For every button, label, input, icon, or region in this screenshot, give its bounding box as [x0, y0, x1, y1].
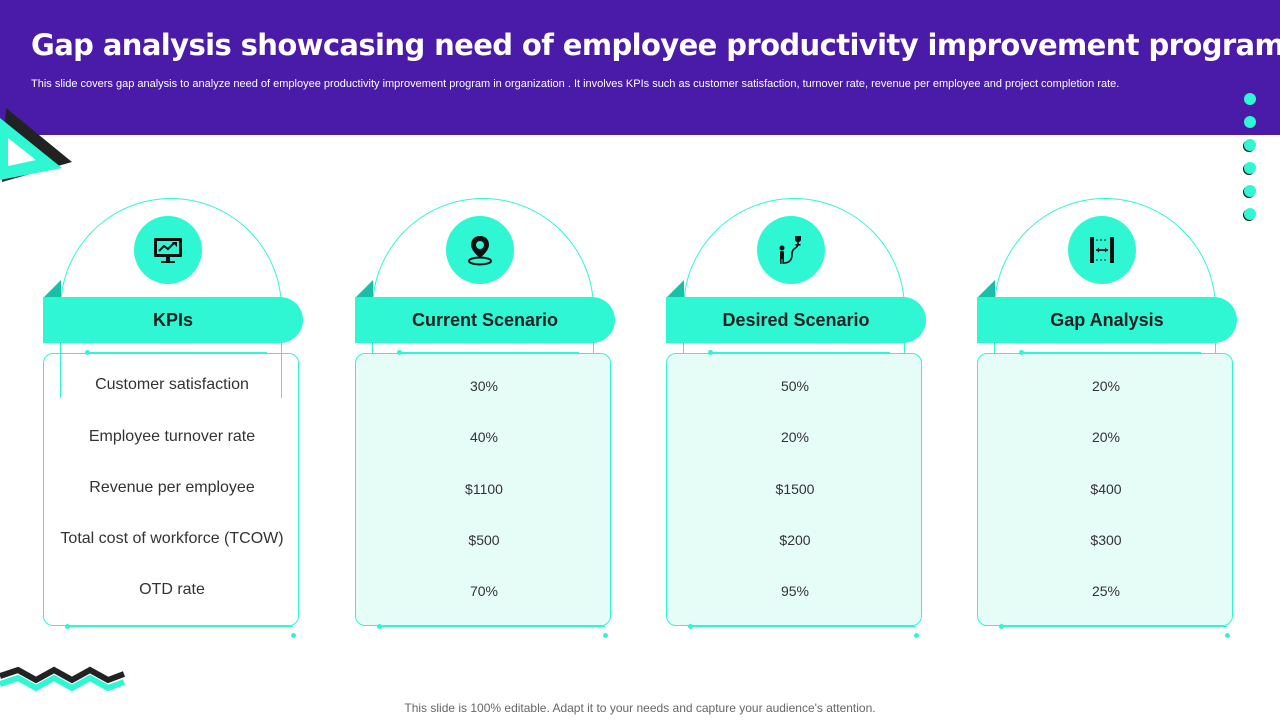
- card-accent-line: [1021, 352, 1201, 353]
- column-heading: Desired Scenario: [666, 297, 926, 343]
- accent-dot: [708, 350, 713, 355]
- column-heading: Gap Analysis: [977, 297, 1237, 343]
- value-cell: 30%: [469, 378, 499, 394]
- current-scenario-card: 30% 40% $1100 $500 70%: [355, 353, 611, 626]
- kpi-label: Customer satisfaction: [95, 376, 249, 393]
- decorative-triangle: [0, 108, 72, 182]
- column-heading: Current Scenario: [355, 297, 615, 343]
- accent-dot: [291, 633, 296, 638]
- banner-fold: [977, 280, 995, 298]
- card-accent-line: [379, 626, 605, 627]
- page-title: Gap analysis showcasing need of employee…: [31, 28, 1280, 62]
- decorative-zigzag: [0, 666, 126, 692]
- card-accent-line: [87, 352, 267, 353]
- icon-badge: [757, 216, 825, 284]
- card-accent-line: [67, 626, 293, 627]
- banner-fold: [355, 280, 373, 298]
- value-cell: 70%: [469, 583, 499, 599]
- banner-fold: [666, 280, 684, 298]
- value-cell: 20%: [1091, 429, 1121, 445]
- kpi-label: Employee turnover rate: [88, 428, 256, 445]
- page-subtitle: This slide covers gap analysis to analyz…: [31, 78, 1120, 90]
- card-accent-line: [690, 626, 916, 627]
- decorative-dot: [1244, 208, 1256, 220]
- accent-dot: [65, 624, 70, 629]
- accent-dot: [603, 633, 608, 638]
- kpi-label: Revenue per employee: [89, 479, 255, 496]
- accent-dot: [85, 350, 90, 355]
- banner-fold: [43, 280, 61, 298]
- icon-badge: [446, 216, 514, 284]
- location-pin-icon: [468, 236, 492, 266]
- kpi-label: OTD rate: [139, 581, 205, 598]
- header-banner: Gap analysis showcasing need of employee…: [0, 0, 1280, 135]
- decorative-dots: [1244, 93, 1256, 231]
- kpi-card: Customer satisfaction Employee turnover …: [43, 353, 299, 626]
- accent-dot: [377, 624, 382, 629]
- value-cell: $1500: [775, 481, 815, 497]
- value-cell: 25%: [1091, 583, 1121, 599]
- value-cell: 95%: [780, 583, 810, 599]
- desired-scenario-card: 50% 20% $1500 $200 95%: [666, 353, 922, 626]
- value-cell: 50%: [780, 378, 810, 394]
- decorative-dot: [1244, 162, 1256, 174]
- person-path-trophy-icon: [779, 236, 801, 264]
- footer-note: This slide is 100% editable. Adapt it to…: [404, 701, 876, 715]
- accent-dot: [397, 350, 402, 355]
- value-cell: 20%: [1091, 378, 1121, 394]
- accent-dot: [1019, 350, 1024, 355]
- value-cell: $1100: [465, 481, 503, 497]
- accent-dot: [999, 624, 1004, 629]
- value-cell: $400: [1090, 481, 1122, 497]
- kpi-label: Total cost of workforce (TCOW): [60, 530, 284, 547]
- accent-dot: [1225, 633, 1230, 638]
- current-scenario-column: Current Scenario 30% 40% $1100 $500 70%: [355, 198, 617, 643]
- decorative-dot: [1244, 93, 1256, 105]
- accent-dot: [688, 624, 693, 629]
- value-cell: $500: [468, 532, 500, 548]
- decorative-dot: [1244, 116, 1256, 128]
- gap-analysis-card: 20% 20% $400 $300 25%: [977, 353, 1233, 626]
- card-accent-line: [399, 352, 579, 353]
- column-heading: KPIs: [43, 297, 303, 343]
- card-accent-line: [1001, 626, 1227, 627]
- card-accent-line: [710, 352, 890, 353]
- value-cell: 40%: [469, 429, 499, 445]
- accent-dot: [914, 633, 919, 638]
- value-cell: 20%: [780, 429, 810, 445]
- decorative-dot: [1244, 185, 1256, 197]
- value-cell: $300: [1090, 532, 1122, 548]
- decorative-dot: [1244, 139, 1256, 151]
- monitor-chart-icon: [154, 238, 182, 263]
- kpis-column: KPIs Customer satisfaction Employee turn…: [43, 198, 305, 643]
- desired-scenario-column: Desired Scenario 50% 20% $1500 $200 95%: [666, 198, 928, 643]
- gap-measure-icon: [1090, 237, 1114, 263]
- icon-badge: [1068, 216, 1136, 284]
- value-cell: $200: [779, 532, 811, 548]
- icon-badge: [134, 216, 202, 284]
- gap-analysis-column: Gap Analysis 20% 20% $400 $300 25%: [977, 198, 1239, 643]
